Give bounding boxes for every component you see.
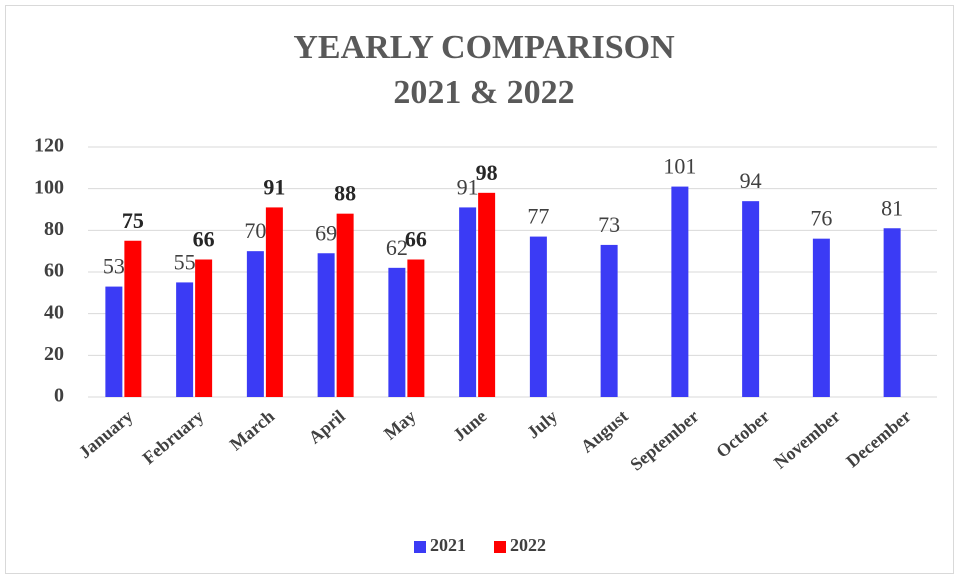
data-label: 55 [174,249,196,274]
bar [265,207,283,397]
data-label: 69 [315,220,337,245]
data-label: 101 [663,154,696,179]
data-label: 66 [405,227,427,252]
data-label: 53 [103,254,125,279]
data-label: 76 [810,206,832,231]
bar [336,213,354,397]
bar [246,251,264,397]
chart-title: YEARLY COMPARISON [293,29,675,66]
chart-title: 2021 & 2022 [393,74,574,111]
data-label: 98 [476,160,498,185]
data-label: 75 [122,208,144,233]
data-label: 81 [881,195,903,220]
bar [671,186,689,397]
data-label: 66 [193,227,215,252]
legend-label: 2021 [430,535,466,555]
bar [600,244,618,397]
bar [195,259,213,397]
y-tick-label: 100 [34,176,64,198]
data-label: 77 [527,204,549,229]
bar [105,286,123,397]
bar [459,207,477,397]
data-label: 88 [334,181,356,206]
data-label: 91 [263,174,285,199]
y-tick-label: 40 [44,301,64,323]
data-label: 94 [740,168,762,193]
legend-label: 2022 [510,535,546,555]
bar [742,201,760,397]
bar [388,267,406,397]
data-label: 70 [244,218,266,243]
bar [176,282,194,397]
data-label: 62 [386,235,408,260]
data-label: 91 [457,174,479,199]
y-tick-label: 120 [34,135,64,157]
data-label: 73 [598,212,620,237]
bar [529,236,547,397]
bar [124,240,142,397]
bar [407,259,425,397]
bar [478,192,496,397]
y-tick-label: 0 [54,385,64,407]
legend-swatch [414,541,426,553]
bar [812,238,830,397]
legend-swatch [494,541,506,553]
y-tick-label: 20 [44,343,64,365]
bar [883,228,901,397]
y-tick-label: 80 [44,218,64,240]
y-tick-label: 60 [44,260,64,282]
bar [317,253,335,397]
